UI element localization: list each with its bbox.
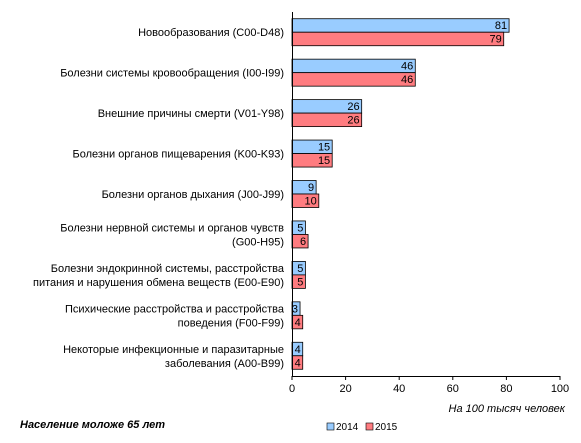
- bar-2014: [291, 58, 416, 74]
- legend-swatch-2014: [326, 422, 335, 431]
- data-label-2015: 10: [305, 196, 317, 208]
- x-tick-label: 80: [500, 383, 512, 395]
- category-label: Болезни системы кровообращения (I00-I99): [60, 68, 284, 80]
- data-label-2015: 46: [401, 74, 413, 86]
- x-tick-label: 100: [551, 383, 569, 395]
- category-label: Болезни эндокринной системы, расстройств…: [51, 263, 285, 275]
- data-label-2014: 81: [495, 20, 507, 32]
- bar-2015: [291, 31, 505, 47]
- x-tick-label: 60: [447, 383, 459, 395]
- data-label-2014: 26: [347, 101, 359, 113]
- bar-2015: [291, 72, 416, 87]
- legend-swatch-2015: [365, 422, 374, 431]
- data-label-2014: 5: [297, 222, 303, 234]
- bar-2014: [291, 18, 510, 33]
- data-label-2015: 6: [300, 236, 306, 248]
- data-label-2015: 15: [318, 155, 330, 167]
- data-label-2015: 5: [297, 276, 303, 288]
- x-tick-label: 20: [339, 383, 351, 395]
- category-label: (G00-H95): [232, 236, 284, 248]
- data-label-2014: 46: [401, 61, 413, 73]
- data-label-2014: 9: [308, 182, 314, 194]
- category-label: Болезни нервной системы и органов чувств: [60, 222, 284, 234]
- category-label: Некоторые инфекционные и паразитарные: [63, 344, 284, 356]
- legend-label-2014: 2014: [336, 422, 359, 433]
- x-axis-ticks: 0 20 40 60 80 100: [289, 376, 569, 395]
- data-label-2015: 4: [295, 357, 301, 369]
- category-label: заболевания (A00-B99): [165, 358, 284, 370]
- category-labels: Новообразования (C00-D48) Болезни системы…: [33, 27, 285, 370]
- category-label: Психические расстройства и расстройства: [65, 303, 285, 315]
- category-label: Болезни органов пищеварения (K00-K93): [72, 149, 284, 161]
- x-axis: [292, 12, 560, 377]
- legend-item-2014: 2014: [326, 422, 359, 433]
- data-label-2014: 4: [295, 344, 301, 356]
- legend-label-2015: 2015: [375, 422, 398, 433]
- x-tick-label: 0: [289, 383, 295, 395]
- category-label: поведения (F00-F99): [178, 317, 284, 329]
- x-tick-label: 40: [393, 383, 405, 395]
- data-label-2015: 26: [347, 115, 359, 127]
- data-label-2015: 79: [489, 34, 501, 46]
- data-label-2015: 4: [295, 317, 301, 329]
- category-label: Болезни органов дыхания (J00-J99): [102, 189, 284, 201]
- data-label-2014: 3: [292, 303, 298, 315]
- data-label-2014: 15: [318, 142, 330, 154]
- category-label: Новообразования (C00-D48): [138, 27, 284, 39]
- footnote: Население моложе 65 лет: [20, 419, 165, 431]
- x-axis-title: На 100 тысяч человек: [449, 403, 566, 415]
- legend: 2014 2015: [326, 422, 398, 433]
- category-label: Внешние причины смерти (V01-Y98): [98, 108, 284, 120]
- legend-item-2015: 2015: [365, 422, 398, 433]
- data-label-2014: 5: [297, 263, 303, 275]
- category-label: питания и нарушения обмена веществ (E00-…: [33, 277, 284, 289]
